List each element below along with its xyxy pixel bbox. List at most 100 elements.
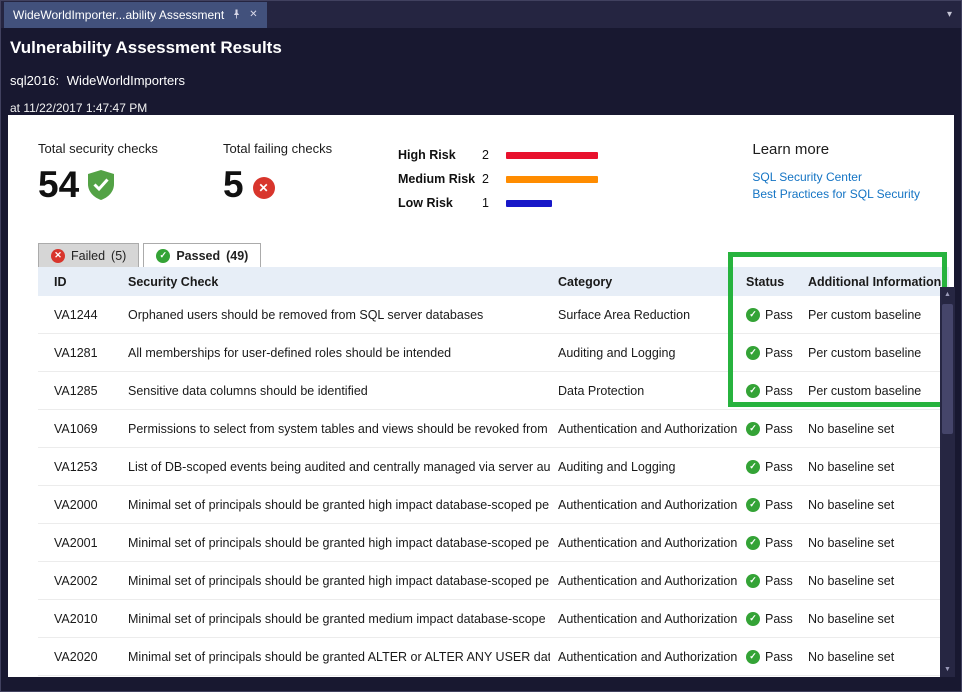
cell-id: VA2001 — [54, 535, 98, 550]
cell-additional-info: No baseline set — [808, 421, 895, 436]
table-row[interactable]: VA2020 Minimal set of principals should … — [38, 638, 949, 676]
cell-security-check: Minimal set of principals should be gran… — [128, 497, 550, 512]
close-icon[interactable]: ✕ — [249, 9, 258, 20]
status-text: Pass — [765, 421, 793, 436]
risk-count: 2 — [482, 172, 489, 186]
column-additional-information[interactable]: Additional Information — [808, 274, 942, 289]
pass-icon: ✓ — [746, 535, 760, 550]
document-tab[interactable]: WideWorldImporter...ability Assessment ✕ — [4, 2, 267, 28]
table-row[interactable]: VA1253 List of DB-scoped events being au… — [38, 448, 949, 486]
document-tab-title: WideWorldImporter...ability Assessment — [13, 8, 225, 22]
risk-label: High Risk — [398, 148, 456, 162]
risk-label: Medium Risk — [398, 172, 476, 186]
pin-icon[interactable] — [231, 8, 242, 23]
cell-category: Authentication and Authorization — [558, 421, 738, 436]
cell-category: Auditing and Logging — [558, 459, 676, 474]
status-text: Pass — [765, 307, 793, 322]
scroll-down-icon[interactable]: ▼ — [944, 666, 951, 673]
fail-circle-icon: ✕ — [252, 177, 275, 200]
column-category[interactable]: Category — [558, 274, 613, 289]
risk-bar — [506, 175, 598, 183]
status-text: Pass — [765, 573, 793, 588]
cell-security-check: Minimal set of principals should be gran… — [128, 611, 546, 626]
cell-category: Authentication and Authorization — [558, 535, 738, 550]
pass-icon: ✓ — [746, 649, 760, 664]
cell-security-check: Permissions to select from system tables… — [128, 421, 550, 436]
table-row[interactable]: VA2010 Minimal set of principals should … — [38, 600, 949, 638]
pass-icon: ✓ — [746, 383, 760, 398]
total-checks-metric: Total security checks 54 — [38, 141, 223, 215]
scrollbar-thumb[interactable] — [942, 304, 953, 434]
risk-label: Low Risk — [398, 196, 453, 210]
cell-security-check: Minimal set of principals should be gran… — [128, 649, 550, 664]
status-text: Pass — [765, 497, 793, 512]
table-body: VA1244 Orphaned users should be removed … — [38, 296, 949, 676]
status-text: Pass — [765, 535, 793, 550]
total-checks-value: 54 — [38, 164, 80, 205]
table-header: ID Security Check Category Status Additi… — [38, 267, 949, 296]
risk-count: 2 — [482, 148, 489, 162]
column-security-check[interactable]: Security Check — [128, 274, 219, 289]
cell-id: VA1244 — [54, 307, 98, 322]
summary-section: Total security checks 54 Total failing c… — [8, 115, 954, 215]
result-tabs: ✕ Failed (5) ✓ Passed (49) — [8, 243, 954, 267]
scrollbar-track[interactable] — [940, 302, 955, 662]
tab-passed-label: Passed — [176, 248, 221, 263]
pass-icon: ✓ — [746, 307, 760, 322]
tab-failed[interactable]: ✕ Failed (5) — [38, 243, 140, 267]
tab-passed[interactable]: ✓ Passed (49) — [143, 243, 262, 267]
cell-status: ✓ Pass — [738, 345, 800, 360]
pass-icon: ✓ — [746, 611, 760, 626]
total-checks-label: Total security checks — [38, 141, 158, 156]
tab-failed-count: (5) — [111, 248, 127, 263]
cell-security-check: Sensitive data columns should be identif… — [128, 383, 368, 398]
cell-category: Surface Area Reduction — [558, 307, 691, 322]
database-name: WideWorldImporters — [66, 73, 186, 88]
cell-status: ✓ Pass — [738, 307, 800, 322]
table-row[interactable]: VA1069 Permissions to select from system… — [38, 410, 949, 448]
cell-additional-info: No baseline set — [808, 611, 895, 626]
risk-legend: High Risk 2 Medium Risk 2 Low Risk 1 — [398, 141, 648, 215]
risk-bar — [506, 199, 552, 207]
status-text: Pass — [765, 383, 793, 398]
link-best-practices[interactable]: Best Practices for SQL Security — [752, 187, 920, 201]
cell-security-check: List of DB-scoped events being audited a… — [128, 459, 550, 474]
cell-id: VA2020 — [54, 649, 98, 664]
cell-category: Auditing and Logging — [558, 345, 676, 360]
link-sql-security-center[interactable]: SQL Security Center — [752, 170, 862, 184]
column-id[interactable]: ID — [54, 274, 67, 289]
status-text: Pass — [765, 649, 793, 664]
failing-checks-value: 5 — [223, 164, 244, 205]
table-row[interactable]: VA1281 All memberships for user-defined … — [38, 334, 949, 372]
table-row[interactable]: VA1244 Orphaned users should be removed … — [38, 296, 949, 334]
cell-status: ✓ Pass — [738, 459, 800, 474]
pass-icon: ✓ — [156, 248, 171, 263]
table-row[interactable]: VA1285 Sensitive data columns should be … — [38, 372, 949, 410]
results-table: ID Security Check Category Status Additi… — [38, 267, 949, 676]
page-title: Vulnerability Assessment Results — [10, 38, 282, 57]
cell-id: VA1253 — [54, 459, 98, 474]
cell-category: Authentication and Authorization — [558, 573, 738, 588]
column-status[interactable]: Status — [746, 274, 785, 289]
table-row[interactable]: VA2000 Minimal set of principals should … — [38, 486, 949, 524]
pass-icon: ✓ — [746, 421, 760, 436]
chevron-down-icon[interactable]: ▾ — [946, 9, 952, 20]
cell-status: ✓ Pass — [738, 497, 800, 512]
pass-icon: ✓ — [746, 459, 760, 474]
vertical-scrollbar[interactable]: ▲ ▼ — [940, 287, 955, 677]
cell-additional-info: Per custom baseline — [808, 345, 922, 360]
cell-additional-info: No baseline set — [808, 535, 895, 550]
table-row[interactable]: VA2001 Minimal set of principals should … — [38, 524, 949, 562]
pass-icon: ✓ — [746, 345, 760, 360]
tab-passed-count: (49) — [226, 248, 249, 263]
shield-check-icon — [88, 170, 115, 201]
cell-additional-info: Per custom baseline — [808, 383, 922, 398]
table-row[interactable]: VA2002 Minimal set of principals should … — [38, 562, 949, 600]
scan-timestamp: at 11/22/2017 1:47:47 PM — [10, 101, 148, 115]
cell-security-check: Orphaned users should be removed from SQ… — [128, 307, 484, 322]
scroll-up-icon[interactable]: ▲ — [944, 291, 951, 298]
cell-status: ✓ Pass — [738, 383, 800, 398]
cell-id: VA2002 — [54, 573, 98, 588]
fail-icon: ✕ — [51, 248, 65, 263]
cell-security-check: All memberships for user-defined roles s… — [128, 345, 452, 360]
